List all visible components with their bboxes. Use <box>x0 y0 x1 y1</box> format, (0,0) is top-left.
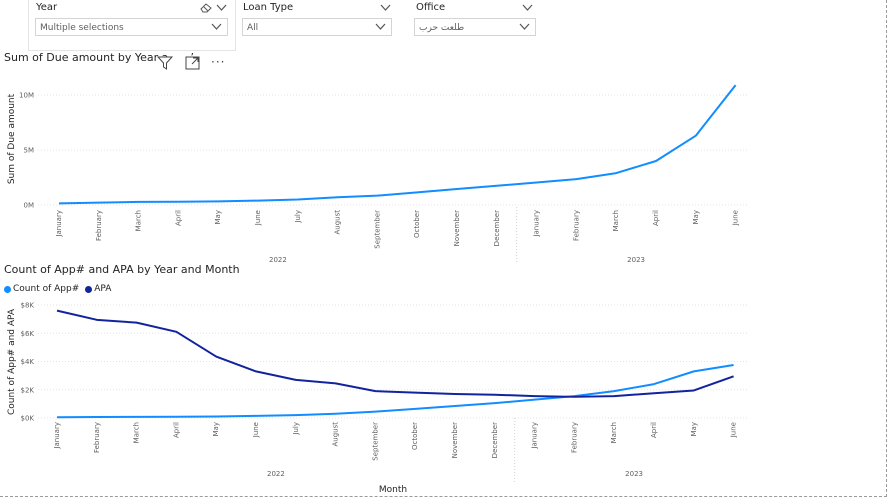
y-tick-label: 10M <box>19 92 34 100</box>
filter-icon[interactable] <box>157 56 173 70</box>
year-group-label: 2022 <box>267 470 285 478</box>
office-slicer-dropdown[interactable]: طلعت حرب <box>414 18 536 36</box>
loan-type-slicer-title: Loan Type <box>243 2 294 13</box>
x-tick-label: January <box>53 422 61 450</box>
x-tick-label: August <box>334 210 342 235</box>
chart2-series <box>56 309 734 419</box>
chevron-down-icon[interactable] <box>380 3 391 12</box>
chevron-down-icon <box>519 23 530 30</box>
chart2-x-axis-title: Month <box>379 485 407 495</box>
chart1-y-axis-title: Sum of Due amount <box>7 93 17 184</box>
x-tick-label: June <box>252 422 260 438</box>
x-tick-label: June <box>730 422 738 438</box>
x-tick-label: October <box>413 210 421 238</box>
chart1-title-text: Sum of Due amount by Year a <box>4 51 169 64</box>
legend-dot <box>4 285 11 293</box>
x-tick-label: May <box>690 422 698 436</box>
x-tick-label: April <box>172 422 180 438</box>
series-line-1[interactable] <box>56 364 734 419</box>
x-tick-label: October <box>411 422 419 450</box>
chart2-year-labels: 2022 2023 <box>267 418 643 482</box>
chart1-gridlines <box>38 94 748 206</box>
x-tick-label: March <box>133 422 141 443</box>
chevron-down-icon <box>211 23 222 30</box>
series-line-1[interactable] <box>58 84 737 205</box>
chevron-down-icon[interactable] <box>522 3 533 12</box>
eraser-icon[interactable] <box>199 2 213 13</box>
chart2-legend: Count of App# APA <box>4 284 111 294</box>
app-apa-line-chart: Count of App# and APA $0K $2K $4K $6K $8K Ja… <box>7 302 748 495</box>
due-amount-line-chart: Sum of Due amount 0M 5M 10M January Februar… <box>7 84 748 264</box>
x-tick-label: March <box>135 210 143 231</box>
x-tick-label: September <box>371 422 379 461</box>
x-tick-label: January <box>533 210 541 238</box>
more-options-icon[interactable]: ··· <box>211 55 226 69</box>
x-tick-label: April <box>650 422 658 438</box>
x-tick-label: January <box>55 210 63 238</box>
chart1-year-labels: 2022 2023 <box>269 207 645 264</box>
legend-item-count-app[interactable]: Count of App# <box>4 284 79 294</box>
x-tick-label: August <box>332 422 340 447</box>
y-tick-label: $4K <box>21 358 35 366</box>
x-tick-label: June <box>254 210 262 226</box>
y-tick-label: $8K <box>21 302 35 310</box>
x-tick-label: January <box>531 422 539 450</box>
x-tick-label: March <box>610 422 618 443</box>
x-tick-label: November <box>451 422 459 459</box>
chart1-x-ticks: January February March April May June July Augu… <box>55 210 740 249</box>
y-tick-label: 0M <box>24 202 35 210</box>
loan-type-slicer-value: All <box>247 23 259 33</box>
x-tick-label: September <box>373 210 381 249</box>
x-tick-label: May <box>212 422 220 436</box>
chevron-down-icon <box>375 23 386 30</box>
year-slicer-dropdown[interactable]: Multiple selections <box>35 18 228 36</box>
chart2-gridlines <box>38 304 748 419</box>
x-tick-label: June <box>732 210 740 226</box>
x-tick-label: April <box>174 210 182 226</box>
chart2-title: Count of App# and APA by Year and Month <box>4 263 240 276</box>
chevron-down-icon[interactable] <box>216 3 227 12</box>
year-group-label: 2023 <box>625 470 643 478</box>
x-tick-label: May <box>692 210 700 224</box>
year-slicer-frame <box>28 0 236 51</box>
x-tick-label: February <box>572 210 580 241</box>
legend-label: APA <box>94 284 112 294</box>
office-slicer-title: Office <box>416 2 446 13</box>
x-tick-label: December <box>491 422 499 458</box>
legend-label: Count of App# <box>13 284 80 294</box>
loan-type-slicer-dropdown[interactable]: All <box>242 18 392 36</box>
x-tick-label: April <box>652 210 660 226</box>
y-tick-label: $2K <box>21 386 35 394</box>
year-group-label: 2022 <box>269 256 287 264</box>
x-tick-label: March <box>612 210 620 231</box>
chart1-y-ticks: 0M 5M 10M <box>19 92 34 210</box>
chart2-y-ticks: $0K $2K $4K $6K $8K <box>21 302 35 423</box>
legend-dot <box>85 285 93 293</box>
x-tick-label: February <box>95 210 103 241</box>
series-line-2[interactable] <box>56 309 734 398</box>
y-tick-label: $6K <box>21 330 35 338</box>
x-tick-label: July <box>294 210 302 224</box>
legend-item-apa[interactable]: APA <box>85 284 111 294</box>
chart2-y-axis-title: Count of App# and APA <box>7 308 17 415</box>
x-tick-label: July <box>292 422 300 436</box>
y-tick-label: 5M <box>24 147 35 155</box>
year-group-label: 2023 <box>627 256 645 264</box>
x-tick-label: November <box>453 210 461 247</box>
focus-mode-icon[interactable] <box>185 56 200 70</box>
y-tick-label: $0K <box>21 415 35 423</box>
x-tick-label: February <box>570 422 578 453</box>
chart1-series <box>58 84 737 205</box>
x-tick-label: February <box>93 422 101 453</box>
chart2-x-ticks: January February March April May June July Augu… <box>53 422 738 461</box>
x-tick-label: May <box>214 210 222 224</box>
x-tick-label: December <box>493 210 501 246</box>
year-slicer-title: Year <box>36 2 58 13</box>
office-slicer-value: طلعت حرب <box>419 23 465 33</box>
year-slicer-value: Multiple selections <box>40 23 124 33</box>
